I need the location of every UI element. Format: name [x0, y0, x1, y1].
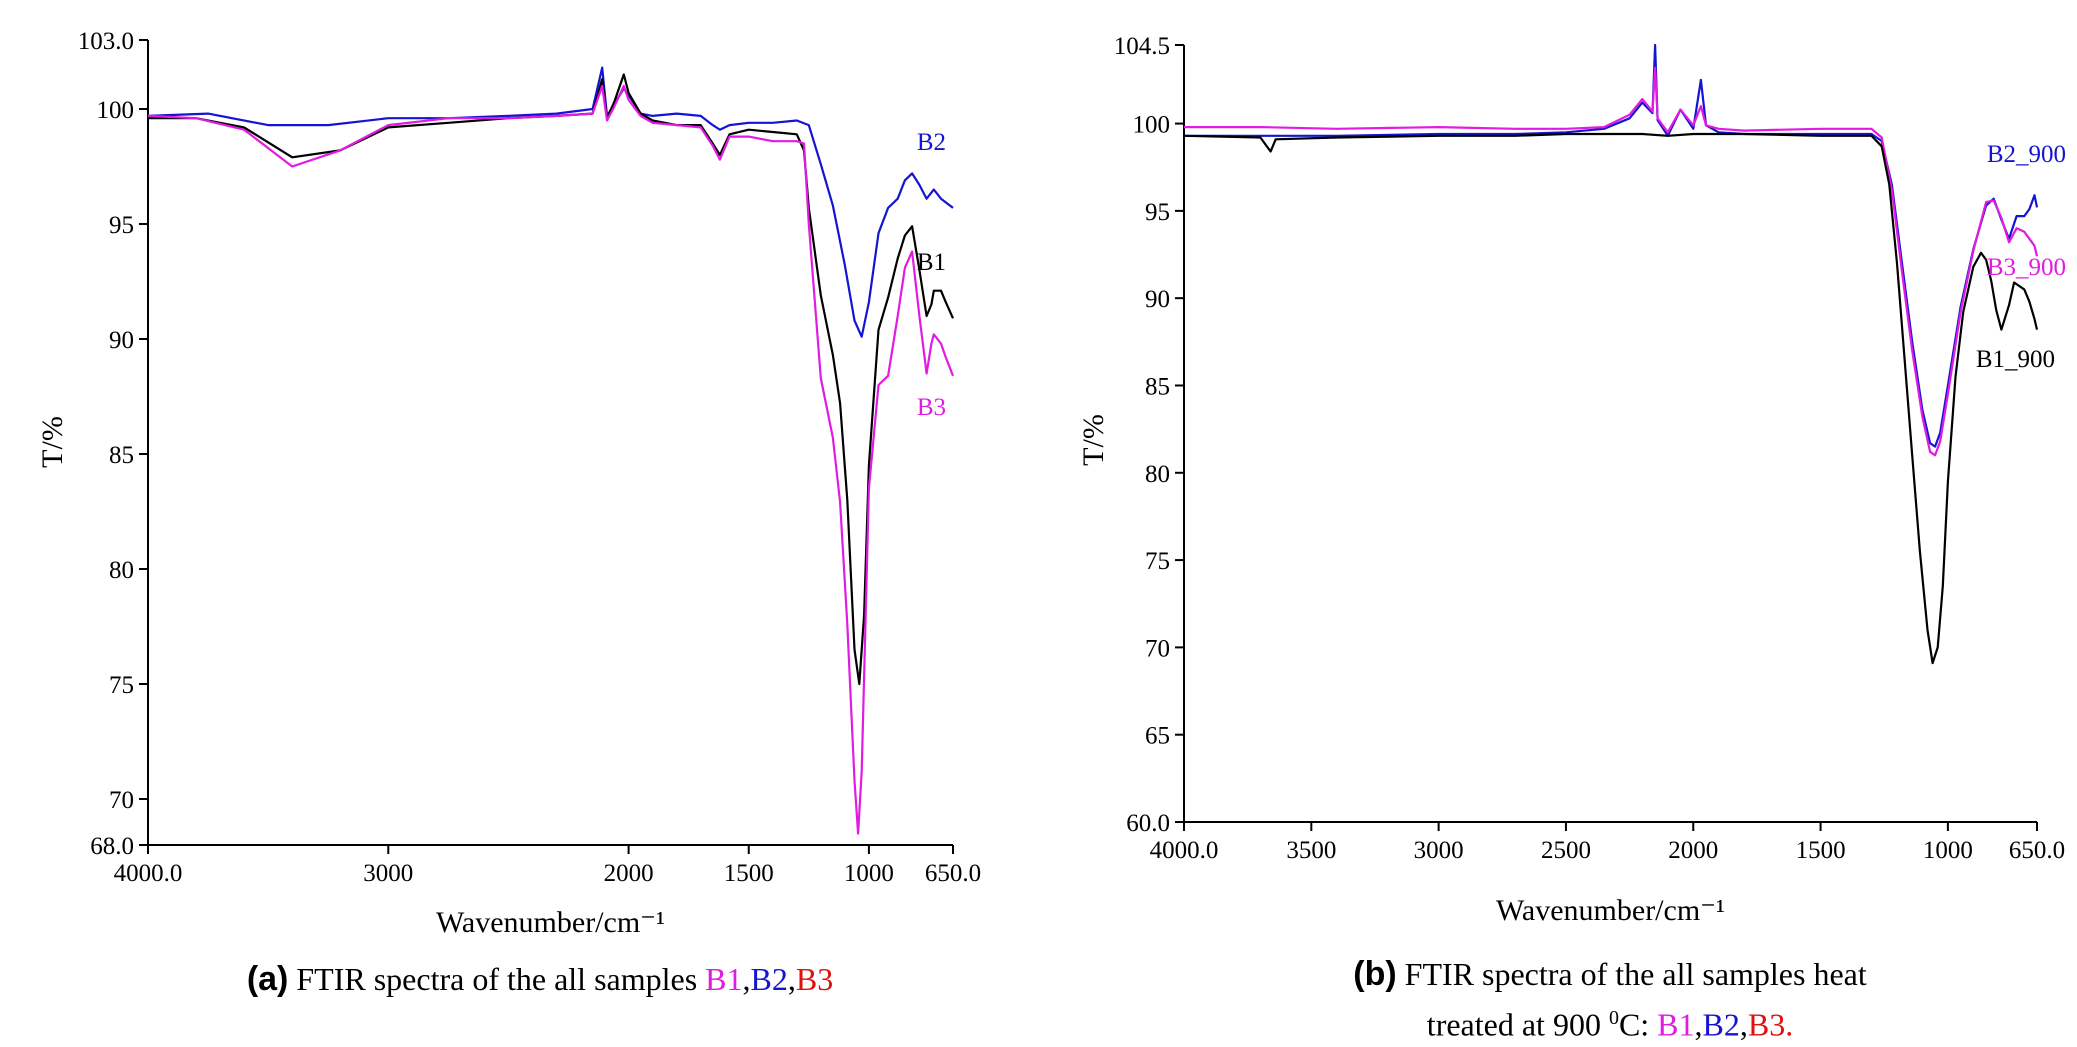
y-tick-label: 90: [109, 327, 134, 354]
x-tick-label: 1000: [844, 860, 894, 887]
x-tick-label: 1000: [1923, 837, 1973, 864]
caption-b-sample-b2: B2: [1702, 1006, 1740, 1043]
x-tick-label: 2000: [1668, 837, 1718, 864]
x-tick-label: 3500: [1286, 837, 1336, 864]
caption-b-line1: FTIR spectra of the all samples heat: [1404, 956, 1867, 992]
y-tick-label: 85: [109, 442, 134, 469]
y-tick-label: 95: [1145, 199, 1170, 226]
caption-a-tag: (a): [246, 960, 289, 998]
series-line-b1: [148, 73, 955, 686]
y-tick-label: 68.0: [90, 833, 134, 860]
caption-a-text: FTIR spectra of the all samples: [296, 961, 698, 997]
x-tick-label: 4000.0: [114, 860, 183, 887]
y-tick-label: 75: [109, 672, 134, 699]
caption-a-sep-2: ,: [787, 961, 796, 997]
y-axis-title: T/%: [36, 416, 69, 468]
x-tick-label: 650.0: [925, 860, 981, 887]
caption-b-sample-b3: B3.: [1747, 1006, 1794, 1043]
series-label-b2: B2: [917, 129, 946, 156]
caption-b-sample-b1: B1: [1657, 1006, 1695, 1043]
x-tick-label: 1500: [724, 860, 774, 887]
y-tick-label: 100: [1133, 112, 1171, 139]
y-tick-label: 85: [1145, 373, 1170, 400]
series-label-b1: B1: [917, 249, 946, 276]
y-tick-label: 100: [97, 97, 135, 124]
x-tick-label: 650.0: [2009, 837, 2065, 864]
series-line-b3: [147, 84, 955, 835]
caption-a: (a) FTIR spectra of the all samples B1,B…: [100, 960, 980, 999]
caption-b-sep-2: ,: [1739, 1006, 1748, 1043]
series-line-b1-900: [1183, 132, 2039, 665]
series-label-b1-900: B1_900: [1976, 346, 2055, 373]
caption-b: (b) FTIR spectra of the all samples heat…: [1170, 952, 2050, 1047]
y-tick-label: 65: [1145, 723, 1170, 750]
caption-b-tag: (b): [1353, 955, 1397, 993]
caption-b-sep-1: ,: [1694, 1006, 1703, 1043]
series-label-b3: B3: [917, 394, 946, 421]
series-line-b3-900: [1184, 66, 2039, 457]
y-tick-label: 70: [109, 787, 134, 814]
y-tick-label: 104.5: [1114, 33, 1170, 60]
y-tick-label: 70: [1145, 635, 1170, 662]
x-tick-label: 2500: [1541, 837, 1591, 864]
caption-a-sample-b3: B3: [795, 961, 834, 997]
x-tick-label: 2000: [604, 860, 654, 887]
caption-a-sample-b2: B2: [750, 961, 788, 997]
series-line-b2-900: [1184, 43, 2039, 448]
x-axis-title: Wavenumber/cm⁻¹: [1496, 894, 1725, 927]
x-tick-label: 1500: [1796, 837, 1846, 864]
y-tick-label: 80: [1145, 461, 1170, 488]
chart-a: 68.0 70 75 80 85 90 95 100 103.0 4000.0 3000 2000 15…: [36, 28, 981, 939]
y-tick-label: 90: [1145, 286, 1170, 313]
x-axis-title: Wavenumber/cm⁻¹: [436, 906, 665, 939]
series-label-b2-900: B2_900: [1987, 141, 2066, 168]
chart-b: 60.0 65 70 75 80 85 90 95 100 104.5 4000.0 3500 3000…: [1077, 33, 2066, 927]
series-label-b3-900: B3_900: [1987, 254, 2066, 281]
y-tick-label: 80: [109, 557, 134, 584]
y-tick-label: 103.0: [78, 28, 134, 55]
y-tick-label: 75: [1145, 548, 1170, 575]
x-tick-label: 3000: [1414, 837, 1464, 864]
caption-a-sample-b1: B1: [705, 961, 743, 997]
y-tick-label: 60.0: [1126, 810, 1170, 837]
y-axis-title: T/%: [1077, 414, 1110, 466]
caption-b-unit: C:: [1618, 1006, 1658, 1043]
x-tick-label: 4000.0: [1150, 837, 1219, 864]
caption-b-line2-prefix: treated at 900: [1426, 1006, 1601, 1043]
caption-b-degree: 0: [1608, 1007, 1619, 1029]
series-line-b2: [147, 66, 954, 338]
x-tick-label: 3000: [363, 860, 413, 887]
y-tick-label: 95: [109, 212, 134, 239]
caption-b-line2: treated at 900 0C: B1,B2,B3.: [1170, 996, 2050, 1047]
caption-a-sep-1: ,: [742, 961, 751, 997]
